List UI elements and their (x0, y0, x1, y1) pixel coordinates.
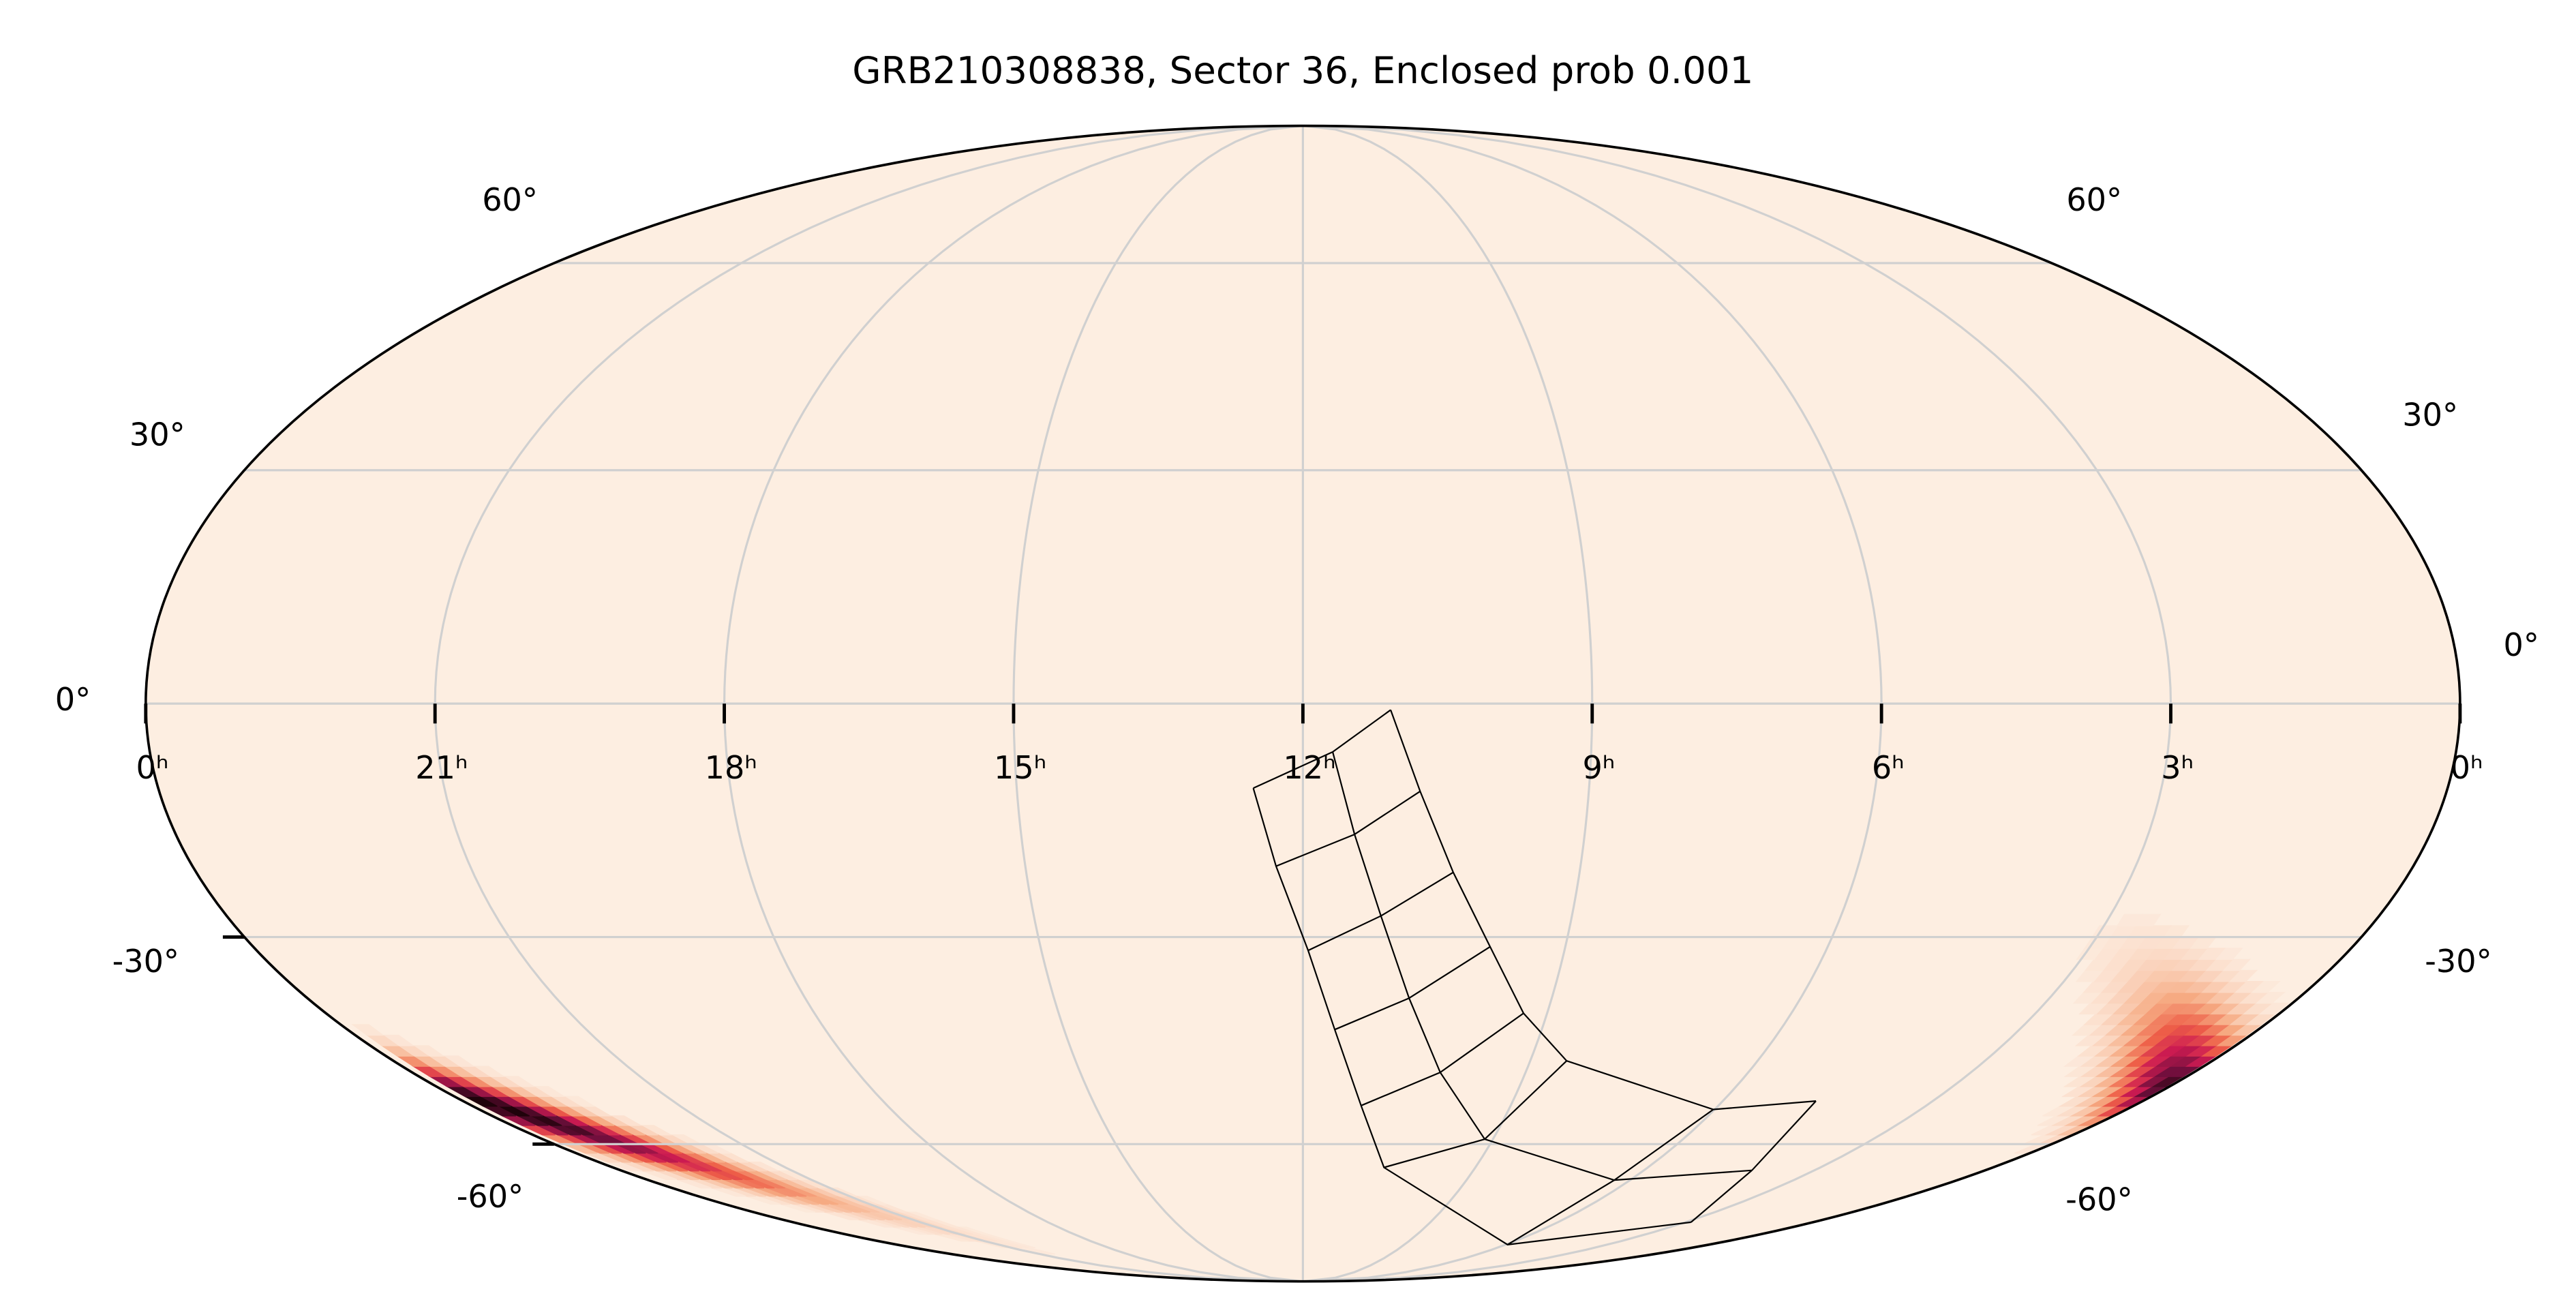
y-tick-label: 30° (2402, 396, 2458, 433)
footprint-divider (1275, 833, 1355, 867)
y-tick-label: 0° (2504, 626, 2539, 663)
x-tick-label: 0ʰ (136, 749, 169, 786)
footprint-divider (1307, 915, 1382, 952)
footprint-divider (1691, 1169, 1753, 1223)
heatmap-cell (351, 1024, 384, 1036)
y-tick-label: 60° (2066, 181, 2122, 218)
x-tick-label: 12ʰ (1283, 749, 1335, 786)
footprint-divider (1361, 1072, 1441, 1106)
x-tick-label: 21ʰ (415, 749, 468, 786)
y-tick-label: -60° (2065, 1181, 2132, 1218)
x-tick-label: 9ʰ (1582, 749, 1615, 786)
x-tick-label: 18ʰ (705, 749, 757, 786)
footprint-divider (1383, 1138, 1485, 1168)
footprint-edge (1252, 787, 1691, 1245)
footprint-divider (1334, 997, 1410, 1031)
y-tick-label: -60° (457, 1178, 524, 1215)
footprint-divider (1507, 1179, 1615, 1245)
footprint-divider (1380, 871, 1454, 917)
y-tick-label: 60° (482, 181, 538, 218)
footprint-edge (1332, 751, 1753, 1181)
footprint-divider (1408, 946, 1491, 999)
y-tick-label: 30° (130, 417, 185, 453)
footprint-divider (1613, 1108, 1714, 1181)
footprint-divider (1354, 790, 1421, 835)
y-tick-label: 0° (55, 681, 91, 718)
x-tick-label: 0ʰ (2451, 749, 2483, 786)
plot-area (144, 124, 2462, 1283)
y-tick-label: -30° (2425, 943, 2491, 980)
x-tick-label: 15ʰ (994, 749, 1046, 786)
footprint-divider (1332, 709, 1391, 753)
footprint-edge (1390, 710, 1817, 1110)
heatmap-cell (2116, 913, 2144, 926)
y-tick-label: -30° (112, 943, 179, 980)
chart-title: GRB210308838, Sector 36, Enclosed prob 0… (852, 48, 1753, 92)
footprint-divider (1751, 1100, 1817, 1171)
footprint-divider (1440, 1012, 1524, 1074)
footprint-divider (1253, 751, 1333, 789)
heatmap (351, 913, 2290, 1255)
footprint-divider (1484, 1060, 1568, 1140)
x-tick-label: 3ʰ (2161, 749, 2194, 786)
x-tick-label: 6ʰ (1872, 749, 1905, 786)
